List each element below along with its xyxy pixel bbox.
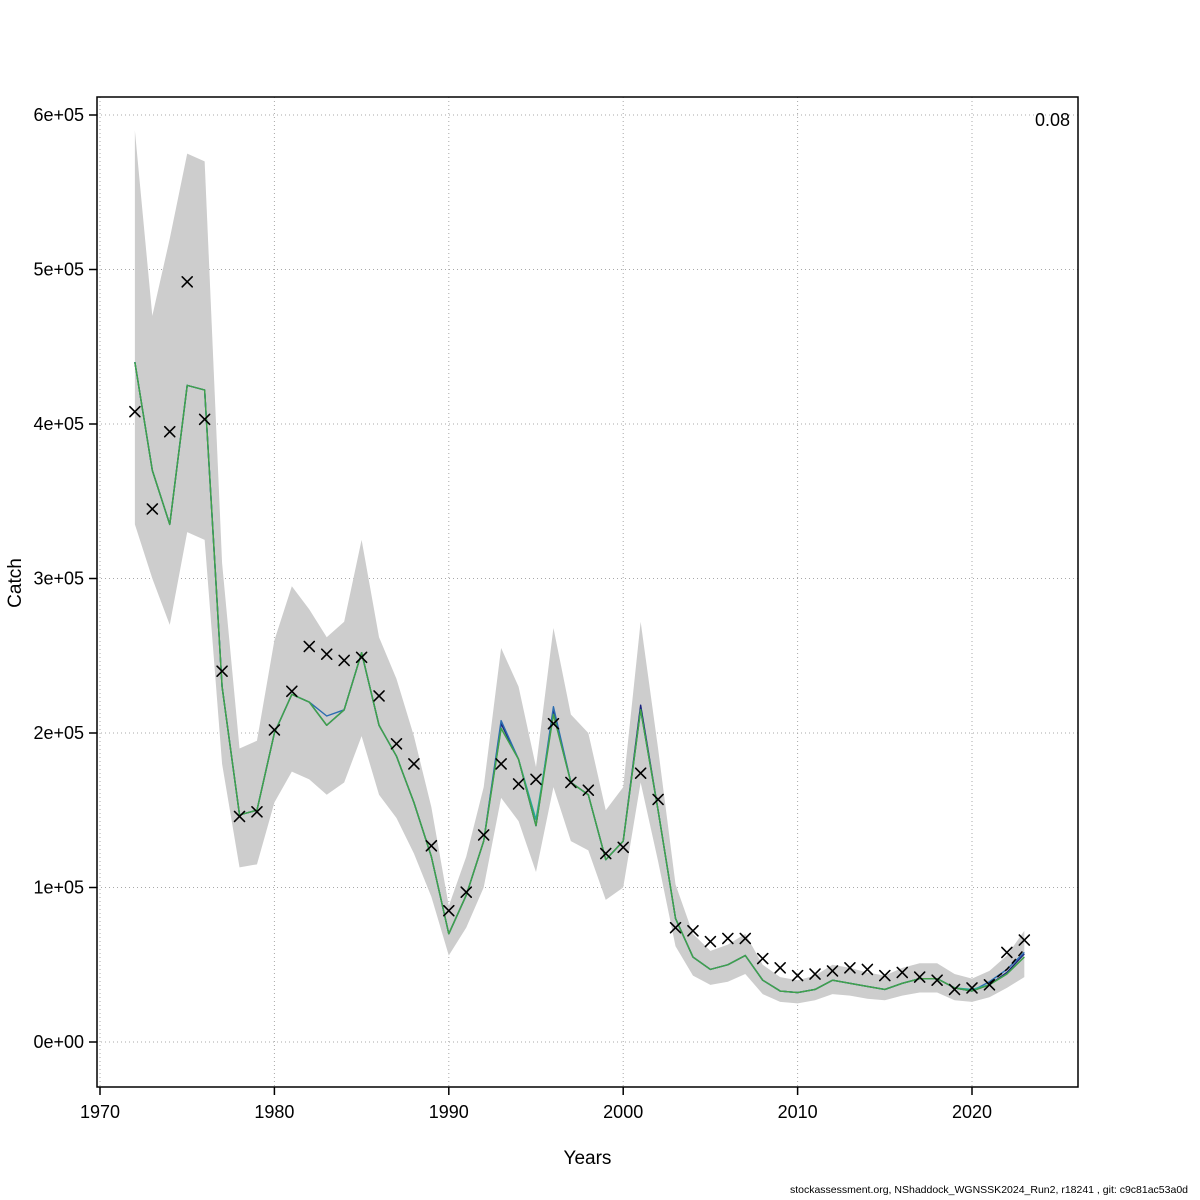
y-tick-label: 1e+05	[33, 878, 84, 898]
x-marker	[286, 685, 298, 698]
confidence-band	[134, 130, 1025, 1004]
y-tick-label: 2e+05	[33, 723, 84, 743]
x-marker	[233, 810, 246, 823]
x-marker	[1018, 934, 1031, 946]
x-marker	[303, 640, 316, 653]
x-marker	[547, 717, 560, 730]
x-marker	[774, 962, 786, 974]
x-marker	[1001, 946, 1013, 959]
x-marker	[582, 784, 595, 796]
x-axis-label: Years	[563, 1148, 612, 1169]
x-marker	[948, 983, 961, 996]
x-marker	[931, 974, 943, 986]
y-tick-label: 4e+05	[33, 414, 84, 434]
x-marker	[809, 968, 821, 980]
x-marker	[216, 665, 228, 677]
x-marker	[460, 886, 473, 898]
x-marker	[652, 793, 664, 806]
x-tick-label: 2000	[603, 1102, 643, 1122]
x-marker	[530, 773, 542, 786]
series-line-run-green	[134, 362, 1025, 994]
x-marker	[146, 503, 159, 515]
x-marker	[844, 962, 856, 974]
x-marker	[512, 778, 525, 790]
x-tick-label: 1980	[254, 1102, 294, 1122]
x-marker	[355, 651, 368, 664]
x-marker	[861, 963, 874, 976]
x-marker	[443, 904, 455, 917]
x-marker	[634, 767, 647, 779]
y-tick-label: 5e+05	[33, 260, 84, 280]
observation-markers	[129, 276, 1031, 996]
x-tick-label: 1970	[80, 1102, 120, 1122]
x-marker	[565, 776, 577, 789]
x-marker	[983, 979, 996, 991]
y-axis-label: Catch	[5, 558, 26, 608]
x-marker	[687, 924, 699, 937]
plot-border	[96, 96, 1079, 1088]
axis-ticks	[89, 114, 973, 1095]
x-tick-label: 2010	[778, 1102, 818, 1122]
x-marker	[408, 758, 420, 770]
x-marker	[756, 952, 769, 965]
x-marker	[495, 758, 507, 770]
x-marker	[390, 738, 403, 750]
x-tick-labels: 1970 1980 1990 2000 2010 2020	[80, 1102, 992, 1122]
x-marker	[669, 921, 682, 934]
x-marker	[617, 841, 629, 854]
y-tick-label: 3e+05	[33, 569, 84, 589]
x-marker	[704, 935, 717, 948]
gridlines	[97, 97, 1078, 1087]
x-marker	[373, 690, 385, 702]
y-tick-label: 0e+00	[33, 1032, 84, 1052]
x-marker	[198, 413, 211, 426]
x-marker	[320, 648, 333, 661]
x-marker	[163, 425, 176, 438]
x-marker	[338, 654, 350, 667]
x-marker	[879, 969, 891, 982]
x-marker	[722, 932, 734, 945]
annotation-value: 0.08	[1034, 110, 1070, 130]
x-marker	[739, 932, 752, 945]
y-tick-label: 6e+05	[33, 105, 84, 125]
x-marker	[966, 982, 978, 994]
x-marker	[425, 839, 438, 852]
x-marker	[791, 969, 804, 982]
x-marker	[896, 966, 909, 979]
x-marker	[129, 405, 141, 418]
x-marker	[181, 276, 193, 288]
x-marker	[268, 724, 281, 736]
x-tick-label: 1990	[429, 1102, 469, 1122]
x-marker	[599, 847, 612, 860]
y-tick-labels: 0e+00 1e+05 2e+05 3e+05 4e+05 5e+05 6e+05	[33, 105, 84, 1052]
footer-attribution: stockassessment.org, NShaddock_WGNSSK202…	[789, 1184, 1188, 1196]
x-marker	[826, 965, 839, 977]
x-tick-label: 2020	[952, 1102, 992, 1122]
forecast-line	[988, 948, 1025, 984]
x-marker	[477, 829, 490, 841]
x-marker	[251, 805, 263, 818]
x-marker	[913, 971, 926, 983]
